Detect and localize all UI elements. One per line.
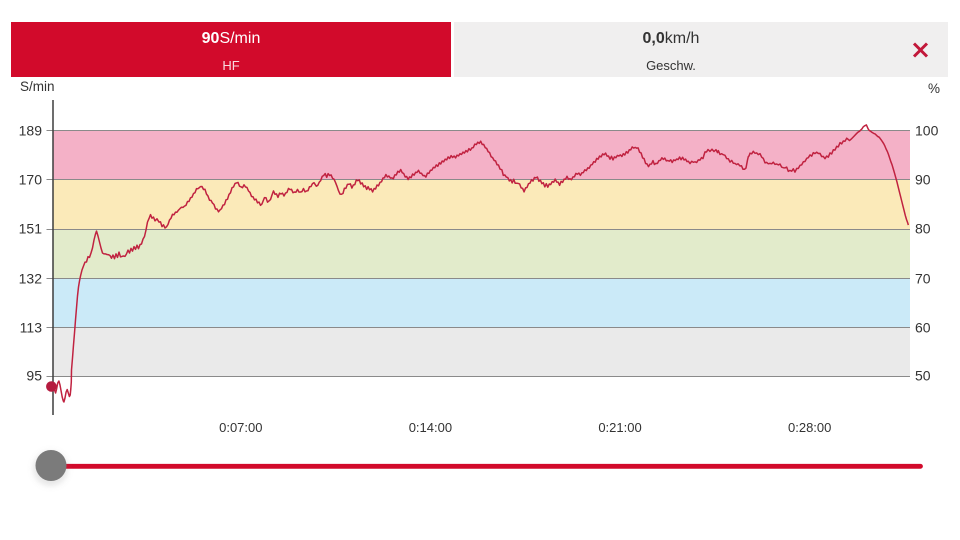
svg-text:0:07:00: 0:07:00	[219, 420, 262, 435]
svg-text:90: 90	[915, 171, 931, 187]
svg-text:132: 132	[19, 270, 43, 286]
svg-text:0:14:00: 0:14:00	[409, 420, 452, 435]
svg-text:95: 95	[26, 367, 42, 383]
svg-text:0:28:00: 0:28:00	[788, 420, 831, 435]
svg-text:80: 80	[915, 220, 931, 236]
svg-text:151: 151	[19, 220, 43, 236]
svg-text:S/min: S/min	[20, 79, 55, 94]
svg-text:70: 70	[915, 270, 931, 286]
svg-text:189: 189	[19, 122, 43, 138]
svg-text:170: 170	[19, 171, 43, 187]
svg-text:60: 60	[915, 319, 931, 335]
svg-text:113: 113	[20, 319, 43, 335]
svg-text:0:21:00: 0:21:00	[598, 420, 641, 435]
svg-text:50: 50	[915, 367, 931, 383]
svg-text:%: %	[928, 81, 940, 96]
svg-text:100: 100	[915, 122, 939, 138]
